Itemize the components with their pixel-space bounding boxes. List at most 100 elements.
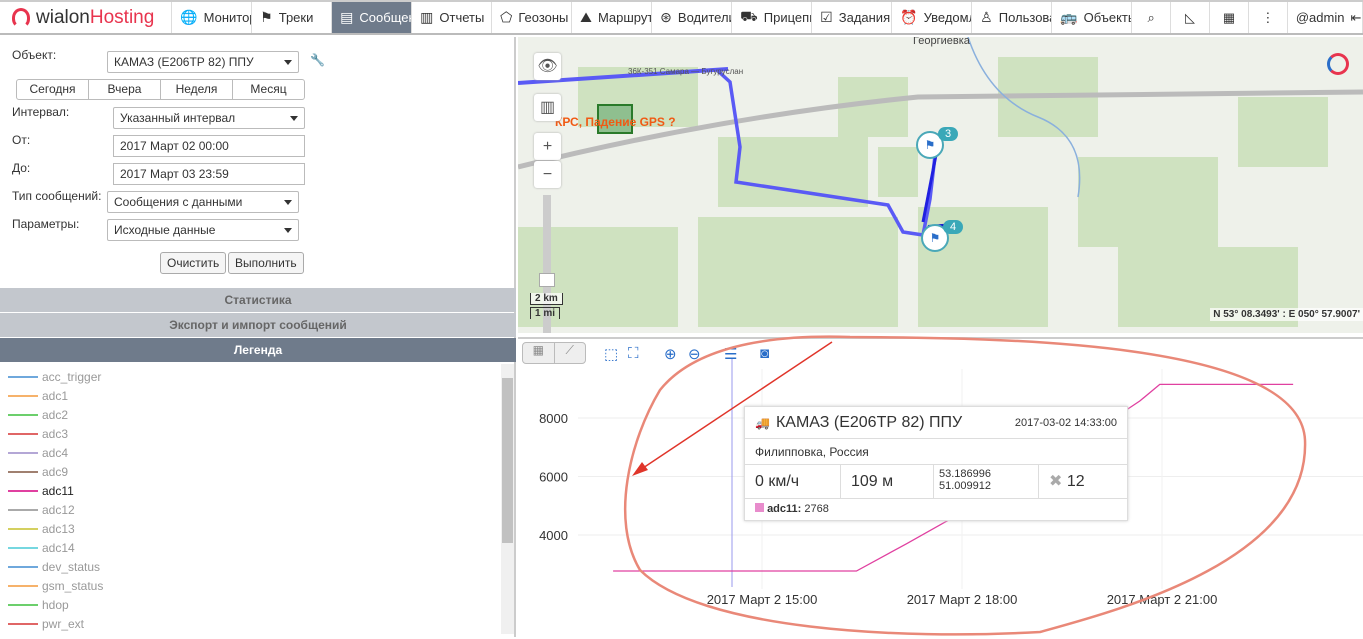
legend-item[interactable]: gsm_status bbox=[0, 576, 516, 595]
measure-button[interactable]: ◺ bbox=[1171, 2, 1210, 33]
coordinates-readout: N 53° 08.3493' : E 050° 57.9007' bbox=[1210, 308, 1363, 321]
tab-4[interactable]: ⬠Геозоны bbox=[492, 2, 572, 33]
legend-item[interactable]: adc11 bbox=[0, 481, 516, 500]
legend-line bbox=[8, 623, 38, 625]
object-label: Объект: bbox=[12, 48, 56, 62]
more-icon: ⋮ bbox=[1261, 10, 1274, 26]
period-month[interactable]: Месяц bbox=[233, 80, 304, 99]
legend-item[interactable]: pwr_ext bbox=[0, 614, 516, 633]
tooltip-title: КАМАЗ (Е206ТР 82) ППУ bbox=[776, 414, 1015, 432]
run-button[interactable]: Выполнить bbox=[228, 252, 304, 274]
layers-button[interactable]: ▥ bbox=[534, 94, 561, 121]
period-buttons: Сегодня Вчера Неделя Месяц bbox=[16, 79, 305, 100]
logout-icon: ⇤ bbox=[1350, 10, 1361, 26]
left-panel: Объект: КАМАЗ (Е206ТР 82) ППУ 🔧 Сегодня … bbox=[0, 37, 516, 637]
legend-line bbox=[8, 376, 38, 378]
track-marker-3[interactable]: ⚑3 bbox=[916, 131, 944, 159]
eye-icon: 👁 bbox=[537, 58, 557, 75]
period-yesterday[interactable]: Вчера bbox=[89, 80, 161, 99]
legend-line bbox=[8, 566, 38, 568]
tab-0[interactable]: 🌐Монитор bbox=[172, 2, 252, 33]
y-tick-label: 8000 bbox=[539, 411, 568, 426]
legend-line bbox=[8, 395, 38, 397]
legend-section[interactable]: Легенда bbox=[0, 338, 516, 362]
legend-line bbox=[8, 471, 38, 473]
zoom-in-button[interactable]: + bbox=[534, 133, 561, 160]
track-marker-4[interactable]: ⚑4 bbox=[921, 224, 949, 252]
tab-1[interactable]: ⚑Треки bbox=[252, 2, 332, 33]
messages-icon: ▤ bbox=[340, 9, 353, 26]
tab-10[interactable]: ♙Пользователи bbox=[972, 2, 1052, 33]
geofence-icon: ⬠ bbox=[500, 9, 512, 26]
to-input[interactable]: 2017 Март 03 23:59 bbox=[113, 163, 305, 185]
from-input[interactable]: 2017 Март 02 00:00 bbox=[113, 135, 305, 157]
legend-item[interactable]: adc4 bbox=[0, 443, 516, 462]
report-icon: ▥ bbox=[420, 9, 433, 26]
flag-icon: ⚑ bbox=[260, 9, 273, 26]
params-select[interactable]: Исходные данные bbox=[107, 219, 299, 241]
geofence-label[interactable]: КРС, Падение GPS ? bbox=[555, 115, 676, 129]
grid-icon: ▦ bbox=[1223, 10, 1235, 26]
tab-5[interactable]: ⛰Маршруты bbox=[572, 2, 652, 33]
task-icon: ☑ bbox=[820, 9, 833, 26]
apps-button[interactable]: ▦ bbox=[1210, 2, 1249, 33]
logo-icon bbox=[12, 8, 30, 28]
town-label: Георгиевка bbox=[913, 37, 970, 47]
map[interactable]: Георгиевка 36К-351 Самара — Бугуруслан К… bbox=[518, 37, 1363, 333]
period-today[interactable]: Сегодня bbox=[17, 80, 89, 99]
legend-item[interactable]: adc1 bbox=[0, 386, 516, 405]
wrench-icon[interactable]: 🔧 bbox=[310, 53, 325, 67]
more-button[interactable]: ⋮ bbox=[1249, 2, 1288, 33]
search-button[interactable]: ⌕ bbox=[1132, 2, 1171, 33]
tab-6[interactable]: ⊛Водители bbox=[652, 2, 732, 33]
tooltip-param-value: 2768 bbox=[804, 503, 828, 515]
x-tick-label: 2017 Март 2 21:00 bbox=[1107, 592, 1218, 607]
tooltip-lon: 51.009912 bbox=[939, 480, 1033, 492]
legend-scrollbar[interactable] bbox=[501, 364, 514, 634]
stats-section[interactable]: Статистика bbox=[0, 288, 516, 312]
zoom-out-button[interactable]: − bbox=[534, 161, 561, 188]
interval-select[interactable]: Указанный интервал bbox=[113, 107, 305, 129]
legend-item[interactable]: dev_status bbox=[0, 557, 516, 576]
object-select[interactable]: КАМАЗ (Е206ТР 82) ППУ bbox=[107, 51, 299, 73]
legend-line bbox=[8, 509, 38, 511]
type-select[interactable]: Сообщения с данными bbox=[107, 191, 299, 213]
scale-mi: 1 mi bbox=[530, 307, 560, 319]
tab-11[interactable]: 🚌Объекты bbox=[1052, 2, 1132, 33]
legend-item[interactable]: adc14 bbox=[0, 538, 516, 557]
type-label: Тип сообщений: bbox=[12, 189, 101, 203]
tab-8[interactable]: ☑Задания bbox=[812, 2, 892, 33]
legend-item[interactable]: acc_trigger bbox=[0, 367, 516, 386]
from-label: От: bbox=[12, 133, 30, 147]
road-label: 36К-351 Самара — Бугуруслан bbox=[628, 67, 743, 76]
trailer-icon: ⛟ bbox=[740, 8, 758, 27]
user-menu[interactable]: @admin⇤ bbox=[1288, 2, 1363, 33]
legend-line bbox=[8, 490, 38, 492]
legend-item[interactable]: adc9 bbox=[0, 462, 516, 481]
tab-3[interactable]: ▥Отчеты bbox=[412, 2, 492, 33]
x-tick-label: 2017 Март 2 15:00 bbox=[707, 592, 818, 607]
tab-7[interactable]: ⛟Прицепы bbox=[732, 2, 812, 33]
legend-item[interactable]: adc2 bbox=[0, 405, 516, 424]
tooltip-satellites: 12 bbox=[1067, 473, 1085, 490]
period-week[interactable]: Неделя bbox=[161, 80, 233, 99]
legend-line bbox=[8, 604, 38, 606]
legend-item[interactable]: hdop bbox=[0, 595, 516, 614]
legend-item[interactable]: adc3 bbox=[0, 424, 516, 443]
tab-9[interactable]: ⏰Уведомления bbox=[892, 2, 972, 33]
x-tick-label: 2017 Март 2 18:00 bbox=[907, 592, 1018, 607]
y-tick-label: 6000 bbox=[539, 470, 568, 485]
wialon-logo-icon bbox=[1327, 53, 1349, 75]
export-section[interactable]: Экспорт и импорт сообщений bbox=[0, 313, 516, 337]
legend-item[interactable]: adc13 bbox=[0, 519, 516, 538]
ruler-icon: ◺ bbox=[1185, 10, 1195, 26]
visibility-button[interactable]: 👁 bbox=[534, 53, 561, 80]
legend-item[interactable]: adc12 bbox=[0, 500, 516, 519]
tab-2[interactable]: ▤Сообщения bbox=[332, 2, 412, 33]
user-icon: ♙ bbox=[980, 9, 993, 26]
clear-button[interactable]: Очистить bbox=[160, 252, 226, 274]
